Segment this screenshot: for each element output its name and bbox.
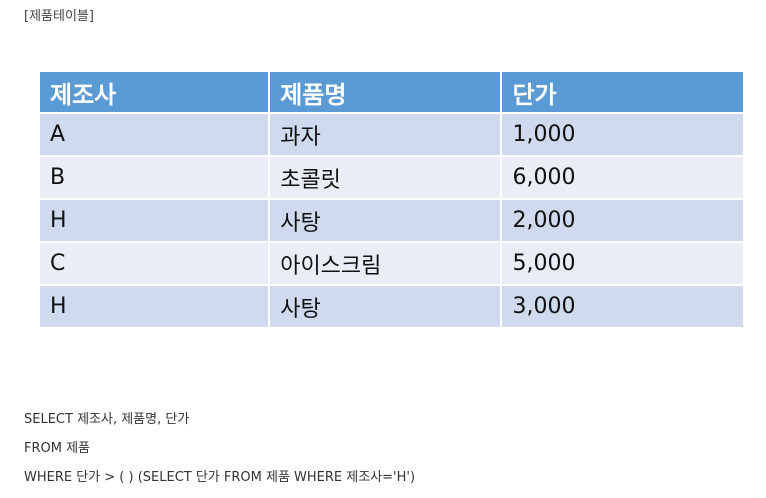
sql-from-line: FROM 제품: [24, 441, 91, 456]
cell-unit-price: 2,000: [500, 198, 745, 243]
header-unit-price: 단가: [500, 70, 745, 114]
sql-query: SELECT 제조사, 제품명, 단가 FROM 제품 WHERE 단가 > (…: [24, 405, 415, 492]
sql-where-line: WHERE 단가 > ( ) (SELECT 단가 FROM 제품 WHERE …: [24, 470, 416, 485]
cell-manufacturer: C: [37, 241, 271, 286]
cell-unit-price: 5,000: [500, 241, 745, 286]
cell-product-name: 사탕: [268, 198, 503, 243]
table-row: C 아이스크림 5,000: [37, 241, 745, 286]
cell-product-name: 과자: [268, 112, 503, 157]
cell-product-name: 사탕: [268, 284, 503, 329]
table-row: H 사탕 3,000: [37, 284, 745, 329]
cell-manufacturer: A: [37, 112, 271, 157]
cell-manufacturer: H: [37, 284, 271, 329]
cell-manufacturer: H: [37, 198, 271, 243]
table-row: H 사탕 2,000: [37, 198, 745, 243]
cell-product-name: 아이스크림: [268, 241, 503, 286]
cell-manufacturer: B: [37, 155, 271, 200]
sql-select-line: SELECT 제조사, 제품명, 단가: [24, 412, 190, 427]
table-header-row: 제조사 제품명 단가: [37, 70, 745, 114]
table-row: B 초콜릿 6,000: [37, 155, 745, 200]
header-manufacturer: 제조사: [37, 70, 271, 114]
table-caption: [제품테이블]: [24, 9, 94, 24]
cell-unit-price: 1,000: [500, 112, 745, 157]
header-product-name: 제품명: [268, 70, 503, 114]
product-table: 제조사 제품명 단가 A 과자 1,000 B 초콜릿 6,000 H 사탕 2…: [37, 70, 745, 329]
cell-product-name: 초콜릿: [268, 155, 503, 200]
cell-unit-price: 3,000: [500, 284, 745, 329]
cell-unit-price: 6,000: [500, 155, 745, 200]
table-row: A 과자 1,000: [37, 112, 745, 157]
